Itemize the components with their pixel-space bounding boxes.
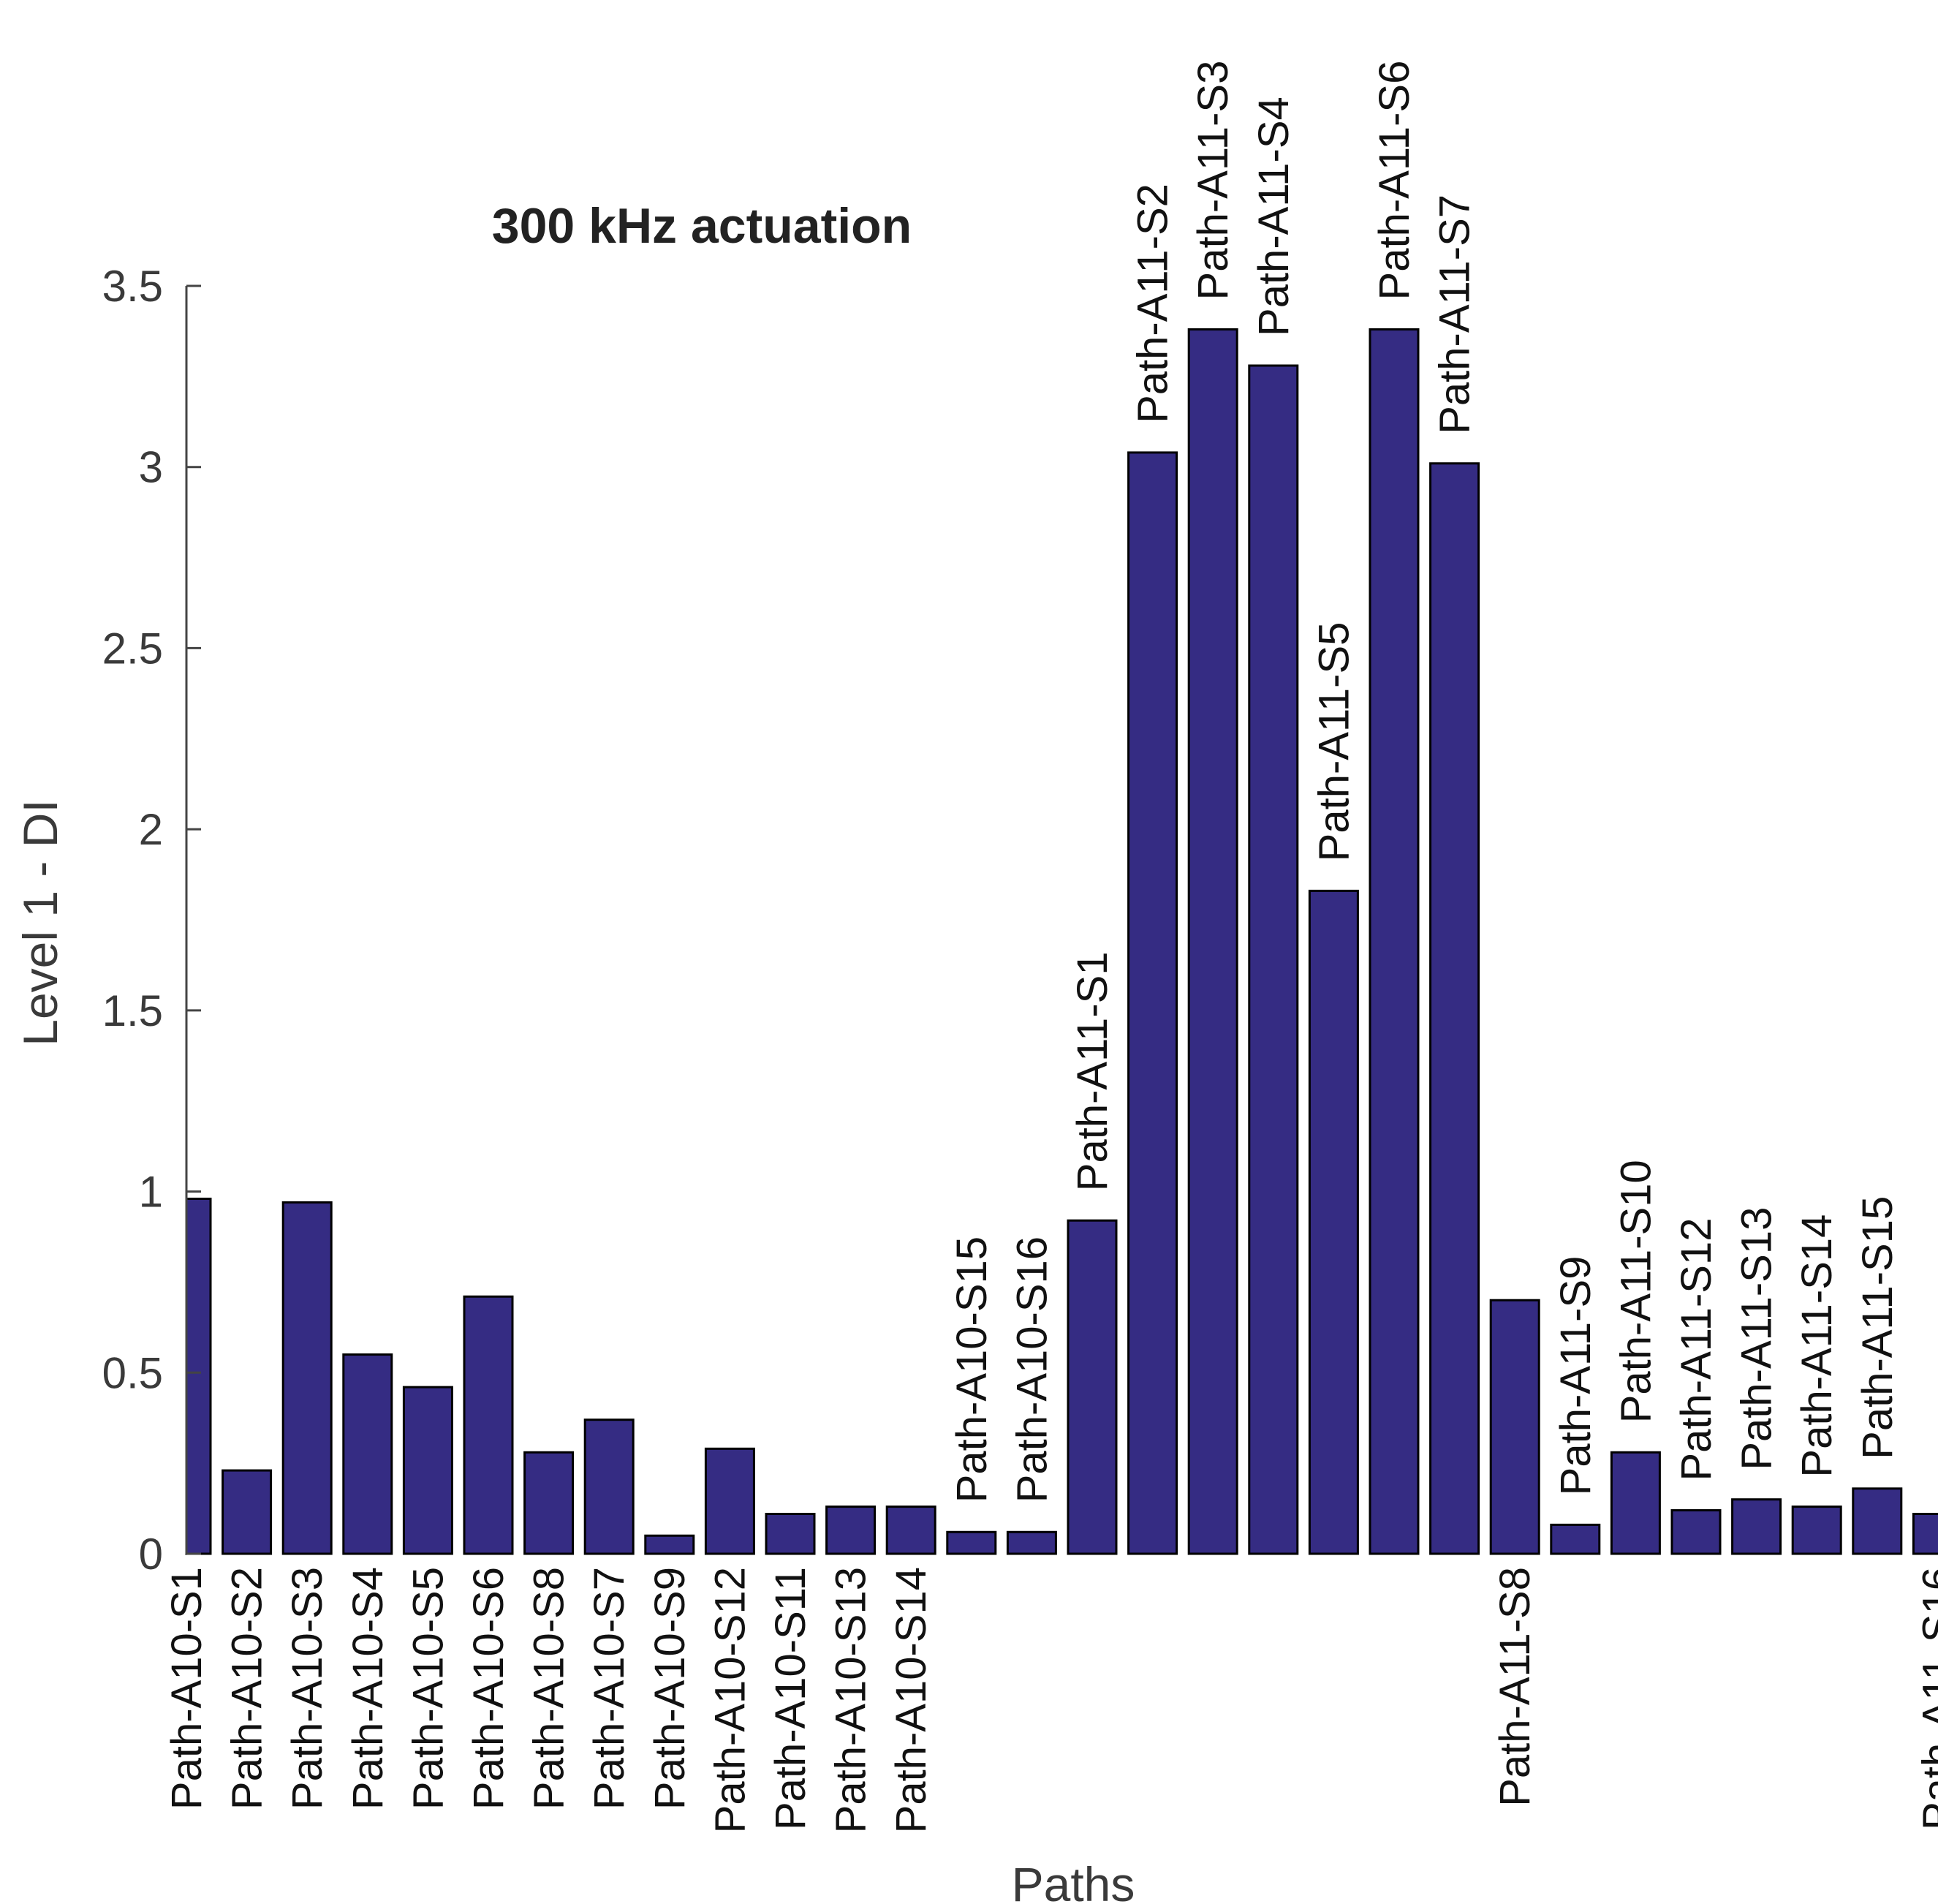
- bars-group: [185, 328, 1938, 1555]
- bar: [1006, 1530, 1057, 1555]
- y-tick-label: 1: [139, 1168, 163, 1217]
- bar-label: Path-A10-S1: [163, 1567, 211, 1810]
- bar-label: Path-A10-S6: [465, 1567, 512, 1810]
- bar: [1369, 328, 1420, 1555]
- bar: [1550, 1523, 1601, 1555]
- bar: [523, 1451, 575, 1555]
- bar: [825, 1506, 877, 1555]
- bar: [704, 1447, 755, 1555]
- y-tick-label: 1.5: [102, 986, 163, 1035]
- bar-label: Path-A10-S4: [344, 1567, 392, 1810]
- bar-label: Path-A10-S3: [284, 1567, 331, 1810]
- chart-title: 300 kHz actuation: [492, 198, 912, 254]
- y-tick-label: 2.5: [102, 624, 163, 673]
- bar: [583, 1418, 635, 1555]
- bar: [946, 1530, 997, 1555]
- y-ticks-group: 0 0.5 1 1.5 2 2.5 3 3.5: [102, 262, 201, 1579]
- y-tick-label: 3: [139, 443, 163, 492]
- bar: [222, 1469, 273, 1555]
- bar-label: Path-A11-S12: [1673, 1218, 1720, 1481]
- bar: [644, 1534, 695, 1555]
- y-tick-label: 3.5: [102, 262, 163, 311]
- bar: [1731, 1498, 1782, 1555]
- y-tick-label: 0.5: [102, 1348, 163, 1397]
- bar: [1791, 1506, 1842, 1555]
- bar: [185, 1197, 212, 1555]
- bar-label: Path-A11-S5: [1310, 622, 1358, 862]
- bar-label: Path-A10-S16: [1008, 1236, 1056, 1503]
- y-tick-label: 0: [139, 1530, 163, 1579]
- bar-labels-group: Path-A10-S1 Path-A10-S2 Path-A10-S3 Path-A1…: [163, 61, 1938, 1834]
- x-axis-title: Paths: [1012, 1857, 1135, 1904]
- bar: [1852, 1487, 1903, 1555]
- bar-label: Path-A10-S5: [404, 1567, 452, 1810]
- bar-label: Path-A10-S8: [526, 1567, 573, 1810]
- bar-label: Path-A10-S14: [887, 1567, 935, 1833]
- bar-label: Path-A11-S9: [1552, 1256, 1600, 1496]
- y-tick-label: 2: [139, 805, 163, 854]
- bar: [342, 1353, 393, 1555]
- bar-label: Path-A11-S15: [1854, 1196, 1901, 1459]
- bar-label: Path-A11-S13: [1733, 1207, 1781, 1470]
- bar-label: Path-A11-S14: [1793, 1214, 1841, 1478]
- bar-label: Path-A10-S9: [646, 1567, 694, 1810]
- bar-label: Path-A10-S12: [706, 1567, 754, 1833]
- bar-label: Path-A10-S11: [767, 1567, 814, 1830]
- bar: [1610, 1451, 1661, 1555]
- bar: [402, 1386, 453, 1555]
- bar-label: Path-A11-S2: [1129, 184, 1177, 423]
- bar: [1187, 328, 1238, 1555]
- bar: [1127, 451, 1178, 1555]
- bar: [281, 1201, 333, 1555]
- bar-label: Path-A11-S7: [1431, 194, 1479, 434]
- bar-label: Path-A10-S2: [224, 1567, 271, 1810]
- y-axis-title: Level 1 - DI: [13, 799, 67, 1046]
- bar-label: Path-A11-S4: [1250, 97, 1298, 336]
- bar-label: Path-A10-S15: [948, 1236, 996, 1503]
- bar: [885, 1506, 936, 1555]
- bar-label: Path-A11-S8: [1491, 1567, 1539, 1807]
- bar: [765, 1513, 816, 1555]
- bar-label: Path-A11-S10: [1612, 1160, 1659, 1423]
- bar: [1912, 1513, 1938, 1555]
- bar: [463, 1295, 514, 1555]
- bar-label: Path-A10-S13: [828, 1567, 875, 1833]
- bar: [1067, 1219, 1118, 1555]
- bar-label: Path-A10-S7: [586, 1567, 633, 1810]
- bar: [1489, 1299, 1540, 1555]
- bar-label: Path-A11-S6: [1371, 61, 1418, 301]
- bar: [1248, 364, 1299, 1555]
- bar: [1308, 889, 1359, 1555]
- bar: [1429, 462, 1480, 1555]
- bar-label: Path-A11-S16: [1914, 1567, 1938, 1830]
- bar-label: Path-A11-S3: [1189, 61, 1237, 301]
- bar-label: Path-A11-S1: [1069, 951, 1116, 1191]
- bar: [1670, 1509, 1722, 1555]
